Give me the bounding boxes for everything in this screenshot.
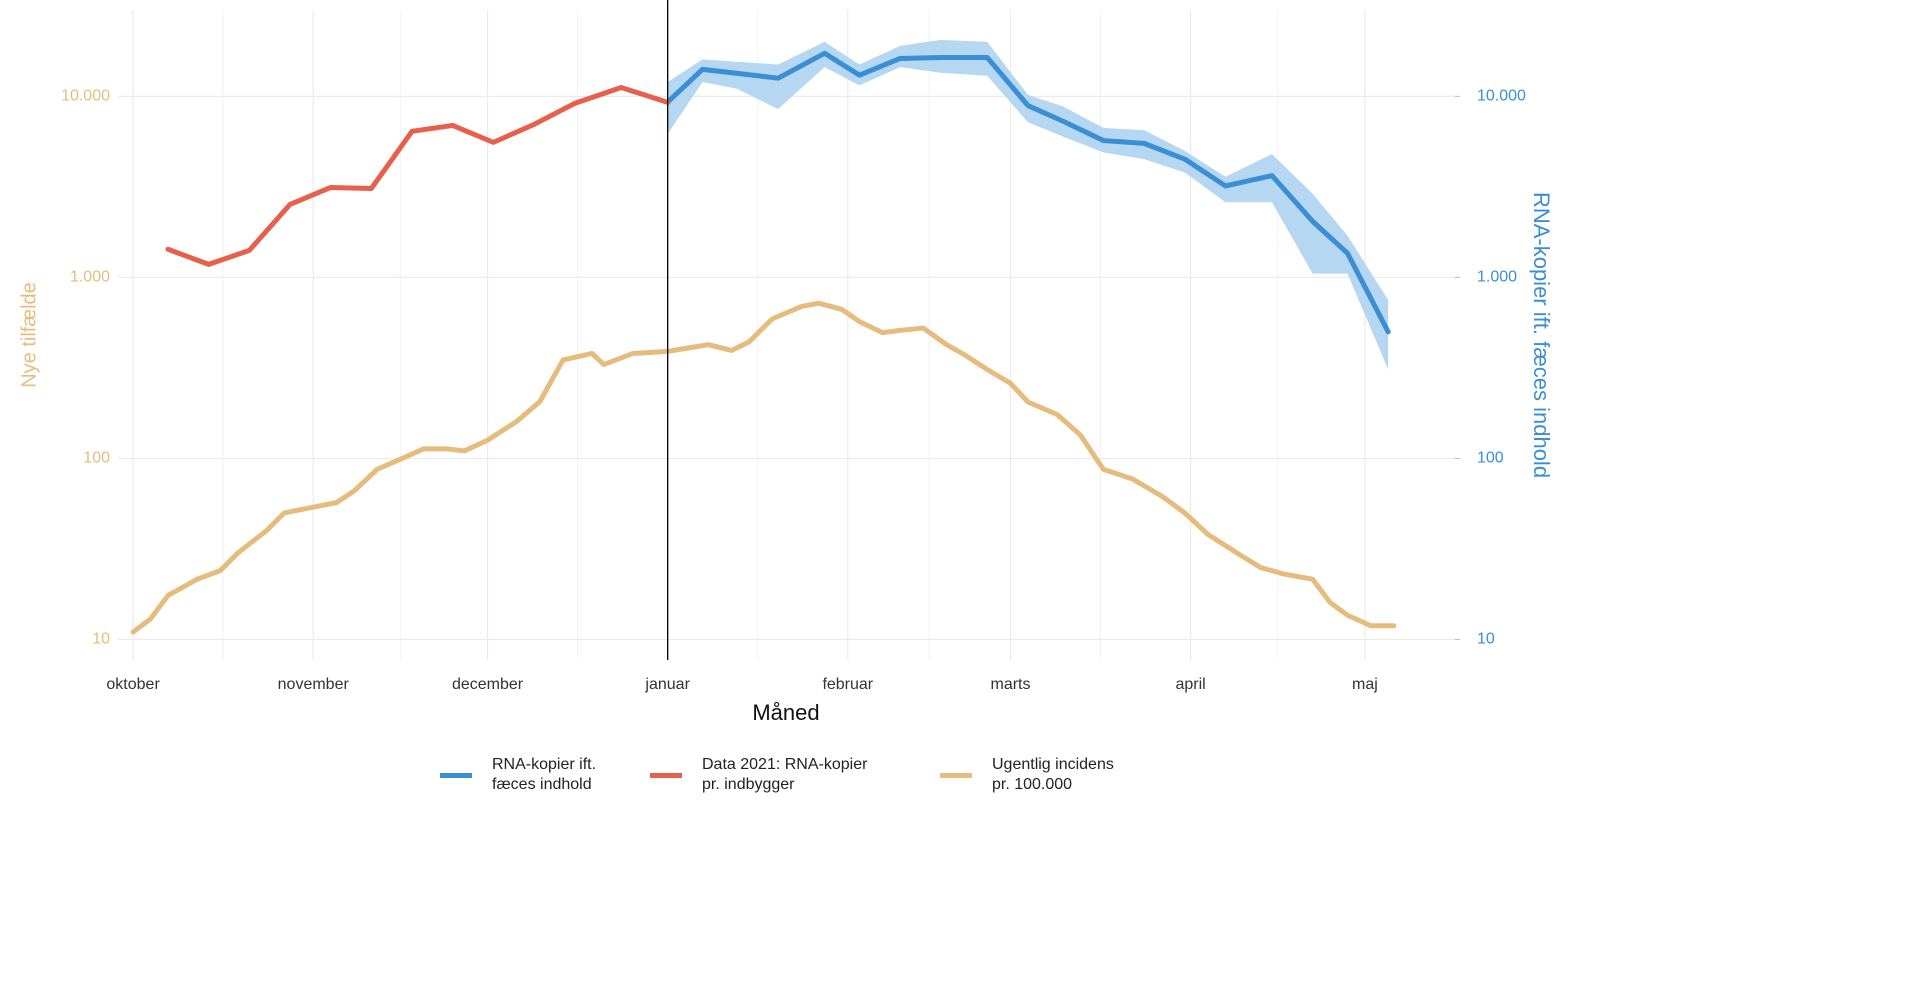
- legend-swatch: [940, 772, 972, 778]
- chart: Nye tilfælde RNA-kopier ift. fæces indho…: [18, 0, 1554, 725]
- legend-item: Data 2021: RNA-kopier pr. indbygger: [650, 755, 867, 795]
- series-line: [130, 300, 1397, 635]
- y2-tick-label: 10: [1477, 631, 1495, 648]
- legend-label: RNA-kopier ift. fæces indhold: [492, 756, 597, 793]
- x-tick-label: april: [1176, 676, 1206, 693]
- y-tick-label: 10.000: [61, 88, 110, 105]
- x-tick-label: november: [278, 676, 350, 693]
- y-axis-label: Nye tilfælde: [18, 282, 40, 388]
- y-tick-label: 100: [83, 450, 110, 467]
- series-line: [665, 50, 1391, 335]
- legend-swatch: [650, 772, 682, 778]
- y-tick-label: 10: [92, 631, 110, 648]
- x-tick-label: januar: [644, 676, 690, 693]
- y-tick-label: 1.000: [70, 269, 110, 286]
- y2-tick-label: 1.000: [1477, 269, 1517, 286]
- legend-label: Ugentlig incidens pr. 100.000: [992, 756, 1114, 793]
- x-tick-label: marts: [990, 676, 1030, 693]
- y2-axis-label: RNA-kopier ift. fæces indhold: [1529, 192, 1554, 478]
- x-tick-label: oktober: [106, 676, 160, 693]
- series-line: [165, 84, 671, 267]
- x-axis-label: Måned: [752, 700, 819, 725]
- x-tick-label: februar: [822, 676, 873, 693]
- legend-label: Data 2021: RNA-kopier pr. indbygger: [702, 756, 868, 793]
- legend: RNA-kopier ift. fæces indhold Data 2021: …: [0, 755, 1911, 815]
- legend-swatch: [440, 772, 472, 778]
- legend-item: RNA-kopier ift. fæces indhold: [440, 755, 596, 795]
- legend-item: Ugentlig incidens pr. 100.000: [940, 755, 1114, 795]
- y2-tick-label: 100: [1477, 450, 1504, 467]
- x-tick-label: maj: [1352, 676, 1378, 693]
- x-tick-label: december: [452, 676, 524, 693]
- y2-tick-label: 10.000: [1477, 88, 1526, 105]
